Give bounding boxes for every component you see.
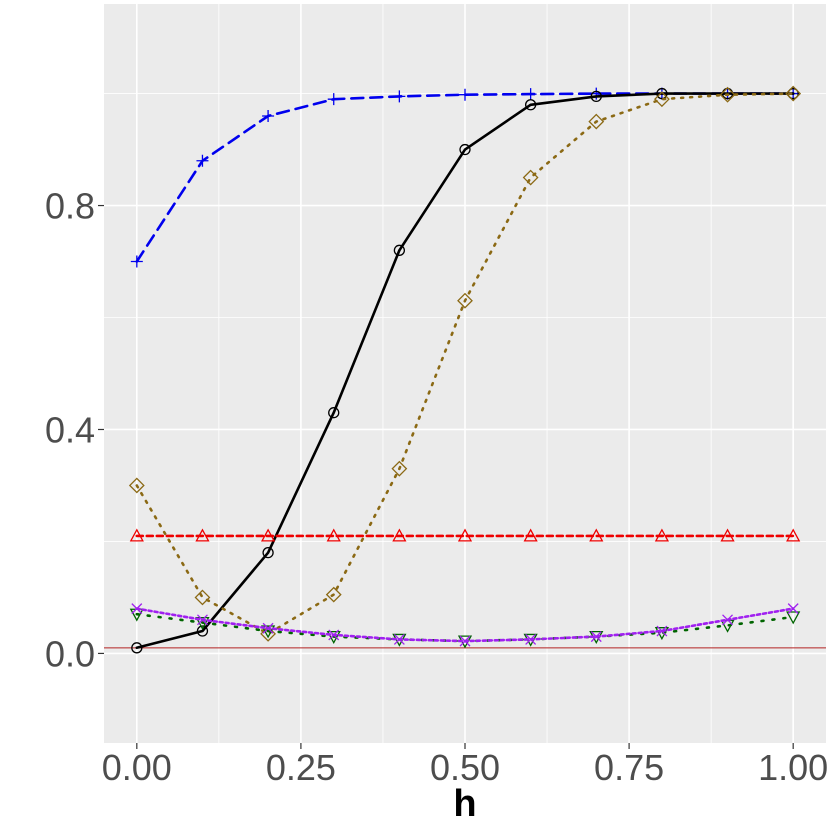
data-point-plus [459, 88, 471, 101]
data-point-x [196, 614, 208, 626]
x-tick-label: 0.50 [430, 747, 500, 788]
data-point-diamond [457, 292, 473, 309]
data-point-diamond [260, 625, 277, 642]
data-point-circle [393, 244, 406, 256]
y-tick-label: 0.0 [45, 633, 95, 674]
data-point-circle [196, 625, 209, 637]
series-2 [131, 87, 799, 654]
data-point-triangle-up [720, 528, 735, 542]
data-point-triangle-up [654, 528, 670, 542]
series-3 [128, 85, 802, 642]
data-point-diamond [588, 113, 605, 130]
x-axis-title: h [453, 783, 476, 825]
data-point-plus [130, 255, 143, 268]
data-point-triangle-up [589, 528, 604, 542]
series-4 [129, 528, 801, 542]
data-point-diamond [522, 169, 539, 186]
data-point-plus [262, 109, 275, 122]
data-point-triangle-up [786, 528, 801, 542]
grid-major [104, 4, 826, 743]
data-point-circle [590, 90, 602, 103]
data-point-circle [328, 407, 340, 419]
data-point-circle [262, 547, 274, 559]
series-line [135, 92, 795, 636]
data-point-triangle-up [260, 528, 276, 542]
data-point-diamond [391, 460, 408, 477]
data-point-triangle-up [326, 528, 341, 542]
data-point-plus [196, 154, 209, 167]
x-tick-label: 0.25 [266, 747, 336, 788]
x-tick-label: 0.75 [594, 747, 664, 788]
data-point-triangle-up [457, 528, 473, 542]
x-tick-label: 1.00 [758, 747, 828, 788]
data-point-x [262, 622, 274, 634]
data-point-circle [524, 99, 537, 111]
data-point-x [722, 614, 734, 626]
data-point-triangle-up [129, 528, 144, 542]
data-point-diamond [785, 85, 802, 102]
data-point-plus [327, 93, 340, 106]
x-axis-ticks: 0.00 0.25 0.50 0.75 1.00 [102, 743, 828, 788]
data-point-diamond [325, 586, 342, 603]
y-axis-ticks: 0.0 0.4 0.8 [45, 186, 104, 674]
data-point-x [656, 625, 668, 637]
series-layer [128, 85, 802, 654]
data-point-plus [393, 90, 406, 103]
y-tick-label: 0.8 [45, 186, 95, 227]
x-tick-label: 0.00 [102, 747, 172, 788]
data-point-circle [656, 87, 668, 100]
data-point-triangle-up [392, 528, 407, 542]
data-point-x [328, 629, 340, 641]
data-point-diamond [719, 86, 736, 103]
data-point-diamond [653, 91, 670, 108]
data-point-circle [459, 143, 471, 156]
data-point-x [787, 603, 799, 615]
y-tick-label: 0.4 [45, 409, 95, 450]
data-point-x [459, 635, 471, 647]
data-point-x [393, 633, 405, 645]
data-point-x [131, 603, 143, 615]
data-point-x [590, 631, 602, 643]
data-point-plus [524, 88, 537, 101]
data-point-triangle-down [786, 611, 801, 625]
data-point-triangle-up [523, 528, 538, 542]
data-point-x [525, 633, 537, 645]
data-point-diamond [128, 477, 145, 494]
series-line [135, 92, 795, 650]
series-6 [131, 603, 799, 647]
data-point-diamond [194, 589, 211, 606]
data-point-circle [131, 642, 143, 654]
data-point-triangle-up [195, 528, 210, 542]
